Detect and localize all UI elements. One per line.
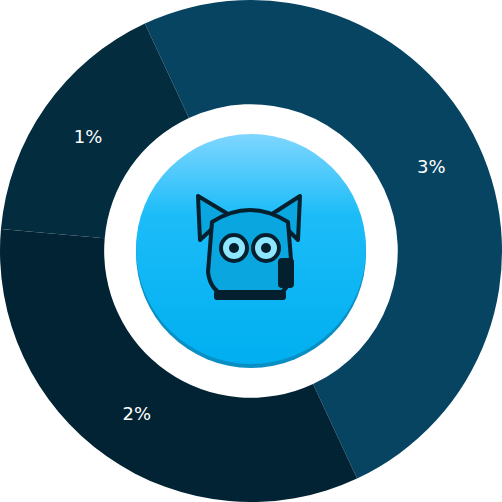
svg-text:1%: 1% (74, 126, 103, 147)
svg-text:2%: 2% (123, 403, 152, 424)
svg-text:3%: 3% (417, 156, 446, 177)
